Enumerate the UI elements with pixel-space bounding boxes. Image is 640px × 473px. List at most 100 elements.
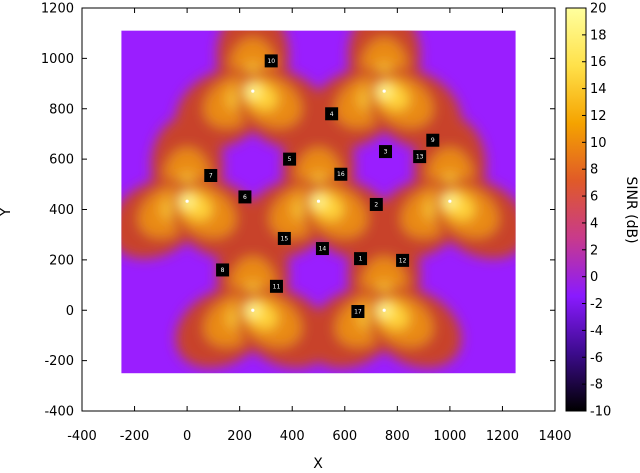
- x-tick-label: 400: [280, 429, 305, 444]
- x-tick-label: 1200: [486, 429, 519, 444]
- labeled-point-14: 14: [315, 242, 329, 256]
- point-square: [396, 253, 410, 267]
- base-station-marker: [316, 199, 321, 203]
- point-square: [315, 242, 329, 256]
- point-square: [269, 279, 283, 293]
- point-label: 1: [359, 256, 363, 263]
- labeled-point-15: 15: [277, 231, 291, 245]
- heatmap-blobs: [121, 30, 516, 368]
- point-label: 5: [288, 156, 292, 163]
- point-label: 6: [243, 194, 247, 201]
- x-tick-label: 1400: [538, 429, 571, 444]
- point-square: [325, 107, 339, 121]
- point-label: 13: [416, 154, 424, 161]
- colorbar-tick-label: -2: [590, 297, 603, 312]
- y-tick-label: 600: [49, 153, 74, 168]
- point-square: [413, 150, 427, 164]
- x-axis-label: X: [313, 456, 323, 472]
- colorbar-tick-label: 10: [590, 136, 607, 151]
- point-square: [379, 145, 393, 159]
- y-tick-label: 1200: [41, 2, 74, 17]
- colorbar-tick-label: 0: [590, 270, 598, 285]
- y-axis-label: Y: [0, 207, 14, 217]
- labeled-point-7: 7: [204, 168, 218, 182]
- point-square: [264, 54, 278, 68]
- labeled-point-1: 1: [354, 252, 368, 266]
- labeled-point-3: 3: [379, 145, 393, 159]
- point-square: [238, 190, 252, 204]
- point-label: 8: [221, 267, 225, 274]
- point-square: [277, 231, 291, 245]
- base-station-marker: [251, 89, 255, 93]
- point-square: [204, 168, 218, 182]
- point-label: 3: [384, 149, 388, 156]
- colorbar-ticks: -10 -8 -6 -4 -2 0 2 4 6 8 10 12 14 16 18 20: [582, 2, 611, 420]
- labeled-point-17: 17: [351, 305, 365, 319]
- point-square: [216, 263, 230, 277]
- colorbar-gradient: [565, 7, 587, 412]
- point-label: 7: [209, 172, 213, 179]
- base-station-marker: [185, 199, 189, 203]
- point-label: 11: [273, 283, 281, 290]
- base-station-marker: [382, 89, 386, 93]
- x-tick-label: 0: [183, 429, 191, 444]
- y-tick-label: 200: [49, 253, 74, 268]
- colorbar-tick-label: -10: [590, 405, 611, 420]
- point-square: [369, 197, 383, 211]
- labeled-point-2: 2: [369, 197, 383, 211]
- y-tick-label: 800: [49, 102, 74, 117]
- point-label: 15: [281, 235, 289, 242]
- colorbar-tick-label: -6: [590, 351, 603, 366]
- base-station-marker: [382, 308, 386, 312]
- x-tick-label: 600: [332, 429, 357, 444]
- x-tick-label: 1000: [433, 429, 466, 444]
- colorbar-tick-label: 6: [590, 190, 598, 205]
- colorbar-tick-label: 4: [590, 216, 598, 231]
- labeled-point-16: 16: [334, 167, 348, 181]
- y-tick-label: -400: [44, 405, 74, 420]
- y-axis-ticks: -400 -200 0 200 400 600 800 1000 1200: [41, 2, 555, 420]
- sinr-heatmap: [121, 30, 516, 374]
- labeled-point-8: 8: [216, 263, 230, 277]
- x-axis-ticks: -400 -200 0 200 400 600 800 1000 1200 1400: [67, 8, 572, 444]
- x-tick-label: 200: [227, 429, 252, 444]
- point-label: 2: [374, 201, 378, 208]
- labeled-point-4: 4: [325, 107, 339, 121]
- point-label: 17: [354, 309, 362, 316]
- y-tick-label: 1000: [41, 52, 74, 67]
- point-label: 9: [431, 137, 435, 144]
- colorbar-tick-label: -4: [590, 324, 603, 339]
- x-tick-label: -400: [67, 429, 97, 444]
- colorbar-tick-label: 8: [590, 163, 598, 178]
- labeled-point-13: 13: [413, 150, 427, 164]
- labeled-point-11: 11: [269, 279, 283, 293]
- labeled-point-5: 5: [283, 152, 297, 166]
- point-square: [354, 252, 368, 266]
- point-square: [334, 167, 348, 181]
- x-tick-label: -200: [120, 429, 150, 444]
- y-tick-label: 400: [49, 203, 74, 218]
- point-square: [351, 305, 365, 319]
- point-square: [426, 133, 440, 147]
- point-label: 12: [399, 257, 407, 264]
- colorbar-tick-label: 16: [590, 55, 607, 70]
- colorbar-tick-label: 14: [590, 82, 607, 97]
- colorbar-tick-label: 2: [590, 243, 598, 258]
- point-square: [283, 152, 297, 166]
- point-label: 16: [337, 171, 345, 178]
- colorbar: -10 -8 -6 -4 -2 0 2 4 6 8 10 12 14 16 18 20 SINR (dB): [565, 2, 639, 420]
- point-label: 4: [330, 111, 334, 118]
- labeled-point-6: 6: [238, 190, 252, 204]
- point-label: 14: [319, 246, 327, 253]
- colorbar-tick-label: 20: [590, 2, 607, 17]
- x-tick-label: 800: [385, 429, 410, 444]
- base-station-marker: [448, 199, 452, 203]
- labeled-point-9: 9: [426, 133, 440, 147]
- labeled-point-12: 12: [396, 253, 410, 267]
- colorbar-label: SINR (dB): [623, 176, 639, 243]
- colorbar-tick-label: 18: [590, 28, 607, 43]
- labeled-point-10: 10: [264, 54, 278, 68]
